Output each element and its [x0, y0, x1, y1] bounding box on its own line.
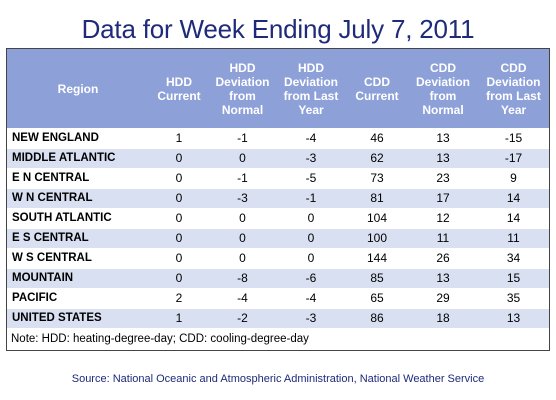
value-cell: 13: [478, 308, 549, 329]
region-cell: E N CENTRAL: [7, 168, 149, 189]
value-cell: 0: [276, 208, 346, 229]
value-cell: 14: [478, 188, 549, 209]
table-row: SOUTH ATLANTIC 0 0 0 104 12 14: [7, 208, 549, 229]
table-row: PACIFIC 2 -4 -4 65 29 35: [7, 288, 549, 309]
value-cell: -17: [478, 148, 549, 169]
region-cell: UNITED STATES: [7, 308, 149, 329]
value-cell: -4: [276, 288, 346, 309]
region-cell: E S CENTRAL: [7, 228, 149, 249]
value-cell: -3: [209, 188, 276, 209]
table-row: E N CENTRAL 0 -1 -5 73 23 9: [7, 168, 549, 189]
value-cell: 13: [408, 148, 478, 169]
value-cell: 100: [346, 228, 408, 249]
data-table-frame: Region HDD Current HDD Deviation from No…: [6, 48, 550, 351]
region-cell: SOUTH ATLANTIC: [7, 208, 149, 229]
value-cell: -1: [209, 128, 276, 149]
value-cell: 0: [209, 208, 276, 229]
table-body: NEW ENGLAND 1 -1 -4 46 13 -15 MIDDLE ATLANTIC 0 0…: [7, 128, 549, 329]
value-cell: 11: [478, 228, 549, 249]
region-cell: NEW ENGLAND: [7, 128, 149, 149]
value-cell: 86: [346, 308, 408, 329]
column-header-cdd-current: CDD Current: [346, 49, 408, 128]
table-note: Note: HDD: heating-degree-day; CDD: cool…: [7, 327, 549, 349]
value-cell: -4: [209, 288, 276, 309]
value-cell: 0: [149, 248, 209, 269]
column-header-cdd-deviation-last-year: CDD Deviation from Last Year: [478, 49, 549, 128]
value-cell: 62: [346, 148, 408, 169]
column-header-region: Region: [7, 49, 149, 128]
value-cell: -1: [209, 168, 276, 189]
value-cell: 73: [346, 168, 408, 189]
column-header-cdd-deviation-normal: CDD Deviation from Normal: [408, 49, 478, 128]
value-cell: 0: [209, 228, 276, 249]
value-cell: 0: [149, 268, 209, 289]
region-cell: MOUNTAIN: [7, 268, 149, 289]
value-cell: 0: [149, 148, 209, 169]
table-row: MIDDLE ATLANTIC 0 0 -3 62 13 -17: [7, 148, 549, 169]
value-cell: 15: [478, 268, 549, 289]
value-cell: 85: [346, 268, 408, 289]
region-cell: W S CENTRAL: [7, 248, 149, 269]
table-row: UNITED STATES 1 -2 -3 86 18 13: [7, 308, 549, 329]
value-cell: -4: [276, 128, 346, 149]
value-cell: 0: [276, 248, 346, 269]
degree-day-table: Region HDD Current HDD Deviation from No…: [7, 49, 549, 349]
region-cell: PACIFIC: [7, 288, 149, 309]
value-cell: 26: [408, 248, 478, 269]
region-cell: MIDDLE ATLANTIC: [7, 148, 149, 169]
value-cell: 34: [478, 248, 549, 269]
value-cell: -6: [276, 268, 346, 289]
page-title: Data for Week Ending July 7, 2011: [81, 14, 475, 44]
value-cell: -3: [276, 148, 346, 169]
value-cell: 1: [149, 308, 209, 329]
table-row: W S CENTRAL 0 0 0 144 26 34: [7, 248, 549, 269]
value-cell: 0: [209, 248, 276, 269]
column-header-hdd-deviation-last-year: HDD Deviation from Last Year: [276, 49, 346, 128]
value-cell: -3: [276, 308, 346, 329]
value-cell: 9: [478, 168, 549, 189]
value-cell: 11: [408, 228, 478, 249]
value-cell: 65: [346, 288, 408, 309]
value-cell: 46: [346, 128, 408, 149]
column-header-hdd-current: HDD Current: [149, 49, 209, 128]
value-cell: 17: [408, 188, 478, 209]
value-cell: 0: [149, 228, 209, 249]
value-cell: 104: [346, 208, 408, 229]
source-credit: Source: National Oceanic and Atmospheric…: [71, 373, 485, 385]
value-cell: 81: [346, 188, 408, 209]
value-cell: 35: [478, 288, 549, 309]
value-cell: 0: [276, 228, 346, 249]
value-cell: 13: [408, 128, 478, 149]
value-cell: 0: [209, 148, 276, 169]
table-header-row: Region HDD Current HDD Deviation from No…: [7, 49, 549, 128]
value-cell: -5: [276, 168, 346, 189]
table-row: NEW ENGLAND 1 -1 -4 46 13 -15: [7, 128, 549, 149]
value-cell: 0: [149, 208, 209, 229]
value-cell: -8: [209, 268, 276, 289]
table-row: MOUNTAIN 0 -8 -6 85 13 15: [7, 268, 549, 289]
region-cell: W N CENTRAL: [7, 188, 149, 209]
value-cell: 29: [408, 288, 478, 309]
table-row: E S CENTRAL 0 0 0 100 11 11: [7, 228, 549, 249]
table-row: W N CENTRAL 0 -3 -1 81 17 14: [7, 188, 549, 209]
value-cell: 13: [408, 268, 478, 289]
value-cell: 1: [149, 128, 209, 149]
value-cell: 144: [346, 248, 408, 269]
value-cell: 12: [408, 208, 478, 229]
value-cell: -2: [209, 308, 276, 329]
value-cell: 0: [149, 188, 209, 209]
value-cell: 14: [478, 208, 549, 229]
note-row: Note: HDD: heating-degree-day; CDD: cool…: [7, 327, 549, 349]
value-cell: 0: [149, 168, 209, 189]
value-cell: -1: [276, 188, 346, 209]
value-cell: -15: [478, 128, 549, 149]
value-cell: 18: [408, 308, 478, 329]
column-header-hdd-deviation-normal: HDD Deviation from Normal: [209, 49, 276, 128]
value-cell: 2: [149, 288, 209, 309]
value-cell: 23: [408, 168, 478, 189]
